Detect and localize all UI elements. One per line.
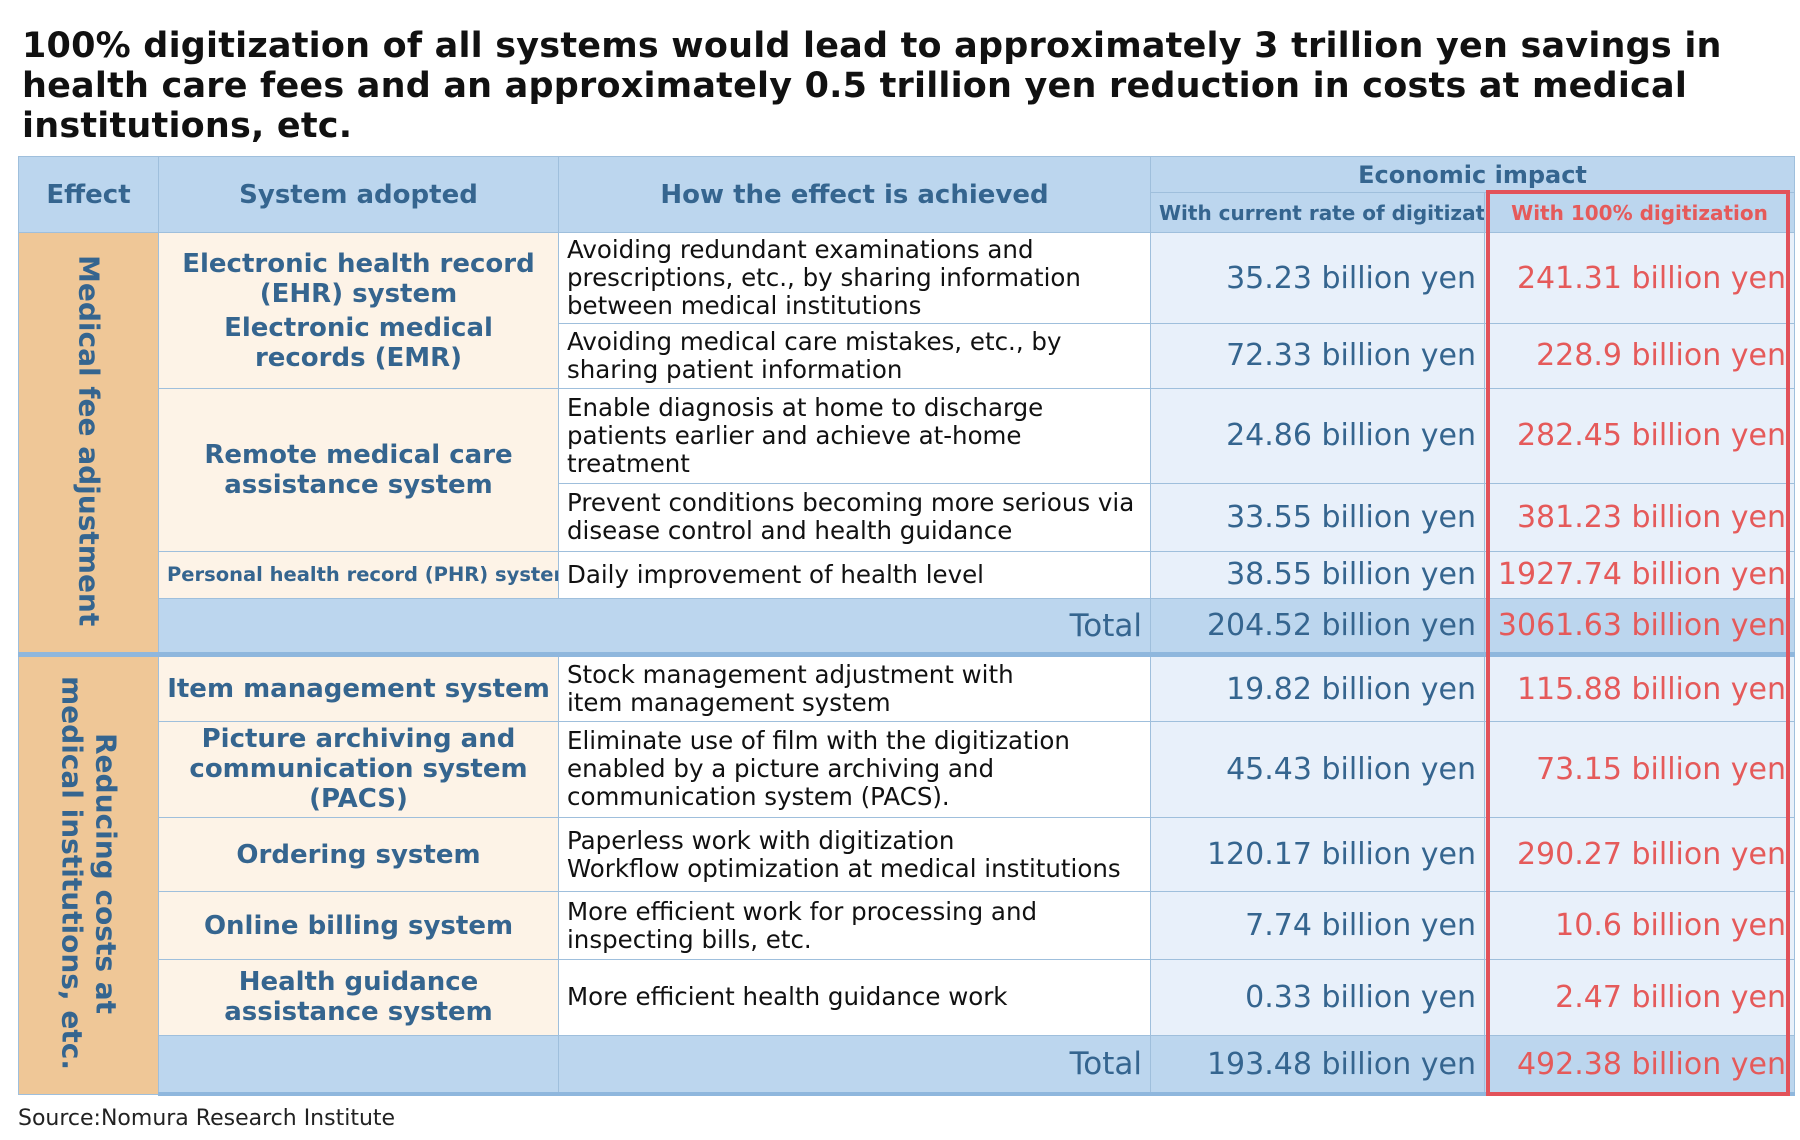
current-value: 33.55 billion yen <box>1151 483 1485 551</box>
economic-impact-table: Effect System adopted How the effect is … <box>18 156 1795 1096</box>
total-current-value: 193.48 billion yen <box>1151 1036 1485 1094</box>
table-row: Health guidance assistance system More e… <box>19 959 1795 1035</box>
system-cell-phr: Personal health record (PHR) system <box>159 551 559 598</box>
how-cell: Stock management adjustment with item ma… <box>559 655 1151 721</box>
table-row: Personal health record (PHR) system Dail… <box>19 551 1795 598</box>
total-row-medical-fee: Total 204.52 billion yen 3061.63 billion… <box>19 599 1795 655</box>
total-label: Total <box>159 599 1151 655</box>
total-full-value: 3061.63 billion yen <box>1485 599 1795 655</box>
current-value: 0.33 billion yen <box>1151 959 1485 1035</box>
system-name-ehr: Electronic health record (EHR) system <box>167 249 550 309</box>
system-cell-ordering: Ordering system <box>159 818 559 892</box>
full-value: 290.27 billion yen <box>1485 818 1795 892</box>
system-cell-ehr-emr: Electronic health record (EHR) system El… <box>159 233 559 389</box>
how-cell: Daily improvement of health level <box>559 551 1151 598</box>
full-value: 282.45 billion yen <box>1485 389 1795 483</box>
current-value: 35.23 billion yen <box>1151 233 1485 323</box>
full-value: 73.15 billion yen <box>1485 721 1795 817</box>
full-value: 1927.74 billion yen <box>1485 551 1795 598</box>
total-spacer <box>159 1036 559 1094</box>
full-value: 2.47 billion yen <box>1485 959 1795 1035</box>
how-cell: Avoiding redundant examinations and pres… <box>559 233 1151 323</box>
current-value: 72.33 billion yen <box>1151 323 1485 388</box>
total-current-value: 204.52 billion yen <box>1151 599 1485 655</box>
how-cell: Enable diagnosis at home to discharge pa… <box>559 389 1151 483</box>
header-current-rate: With current rate of digitization <box>1151 193 1485 233</box>
full-value: 10.6 billion yen <box>1485 892 1795 959</box>
header-system-adopted: System adopted <box>159 157 559 233</box>
full-value: 241.31 billion yen <box>1485 233 1795 323</box>
total-label: Total <box>559 1036 1151 1094</box>
page-title: 100% digitization of all systems would l… <box>22 26 1762 146</box>
table-row: Online billing system More efficient wor… <box>19 892 1795 959</box>
header-row: Effect System adopted How the effect is … <box>19 157 1795 193</box>
table-row: Ordering system Paperless work with digi… <box>19 818 1795 892</box>
header-full-digitization: With 100% digitization <box>1485 193 1795 233</box>
total-row-reducing-costs: Total 193.48 billion yen 492.38 billion … <box>19 1036 1795 1094</box>
table-row: Picture archiving and communication syst… <box>19 721 1795 817</box>
full-value: 228.9 billion yen <box>1485 323 1795 388</box>
system-cell-online-billing: Online billing system <box>159 892 559 959</box>
current-value: 24.86 billion yen <box>1151 389 1485 483</box>
source-note: Source:Nomura Research Institute <box>18 1106 395 1131</box>
current-value: 120.17 billion yen <box>1151 818 1485 892</box>
current-value: 19.82 billion yen <box>1151 655 1485 721</box>
table-row: Reducing costs at medical institutions, … <box>19 655 1795 721</box>
current-value: 7.74 billion yen <box>1151 892 1485 959</box>
effect-label: Medical fee adjustment <box>72 255 106 626</box>
system-cell-remote-care: Remote medical care assistance system <box>159 389 559 552</box>
full-value: 115.88 billion yen <box>1485 655 1795 721</box>
system-name-emr: Electronic medical records (EMR) <box>167 313 550 373</box>
effect-cell-reducing-costs: Reducing costs at medical institutions, … <box>19 655 159 1094</box>
header-economic-impact: Economic impact <box>1151 157 1795 193</box>
how-cell: Avoiding medical care mistakes, etc., by… <box>559 323 1151 388</box>
system-cell-health-guidance: Health guidance assistance system <box>159 959 559 1035</box>
header-how-achieved: How the effect is achieved <box>559 157 1151 233</box>
how-cell: Paperless work with digitization Workflo… <box>559 818 1151 892</box>
total-full-value: 492.38 billion yen <box>1485 1036 1795 1094</box>
header-effect: Effect <box>19 157 159 233</box>
how-cell: Eliminate use of film with the digitizat… <box>559 721 1151 817</box>
system-cell-pacs: Picture archiving and communication syst… <box>159 721 559 817</box>
full-value: 381.23 billion yen <box>1485 483 1795 551</box>
current-value: 45.43 billion yen <box>1151 721 1485 817</box>
current-value: 38.55 billion yen <box>1151 551 1485 598</box>
system-cell-item-management: Item management system <box>159 655 559 721</box>
how-cell: More efficient work for processing and i… <box>559 892 1151 959</box>
effect-label: Reducing costs at medical institutions, … <box>55 676 123 1070</box>
effect-cell-medical-fee: Medical fee adjustment <box>19 233 159 655</box>
table-row: Remote medical care assistance system En… <box>19 389 1795 483</box>
how-cell: Prevent conditions becoming more serious… <box>559 483 1151 551</box>
table-row: Medical fee adjustment Electronic health… <box>19 233 1795 323</box>
how-cell: More efficient health guidance work <box>559 959 1151 1035</box>
